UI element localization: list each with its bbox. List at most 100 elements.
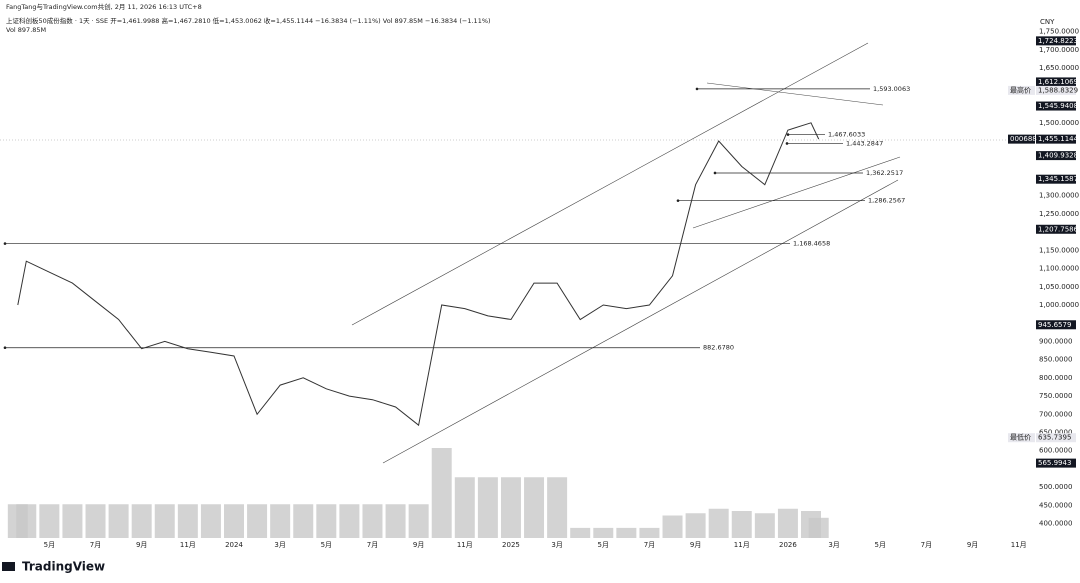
price-tag: 000688 <box>1010 135 1037 143</box>
volume-bar <box>500 477 521 538</box>
price-label-box <box>1036 320 1076 330</box>
x-tick-label: 3月 <box>551 541 562 549</box>
x-tick-label: 9月 <box>690 541 701 549</box>
volume-bar <box>685 513 706 538</box>
level-anchor <box>3 242 7 245</box>
price-tag: 最低价 <box>1010 433 1031 442</box>
y-tick-label: 1,700.0000 <box>1039 46 1079 54</box>
volume-bar <box>777 508 798 538</box>
y-tick-label: 1,300.0000 <box>1039 192 1079 200</box>
currency: CNY <box>1040 18 1055 26</box>
channel-upper <box>351 42 869 326</box>
y-tick-label: 1,050.0000 <box>1039 283 1079 291</box>
x-tick-label: 9月 <box>967 541 978 549</box>
volume-bar <box>616 527 637 538</box>
level-anchor <box>3 346 7 350</box>
y-tick-label: 400.0000 <box>1039 520 1072 528</box>
volume-bar <box>339 504 360 538</box>
symbol-line: 上证科创板50成份指数 · 1天 · SSE 开=1,461.9988 高=1,… <box>6 16 491 25</box>
y-tick-label: 700.0000 <box>1039 410 1072 418</box>
volume-bar <box>108 504 129 538</box>
x-tick-label: 11月 <box>1011 541 1027 549</box>
y-tick-label: 750.0000 <box>1039 392 1072 400</box>
price-label-box <box>1036 36 1076 46</box>
volume-bar <box>154 504 175 538</box>
volume-bar <box>708 508 729 538</box>
volume-bar <box>270 504 291 538</box>
price-tag-box <box>1008 134 1035 144</box>
volume-bar <box>808 517 829 538</box>
x-tick-label: 2026 <box>779 541 797 549</box>
y-tick-label: 1,250.0000 <box>1039 210 1079 218</box>
level-anchor <box>785 142 789 145</box>
x-tick-label: 5月 <box>598 541 609 549</box>
volume-bar <box>39 504 60 538</box>
level-label: 1,593.0063 <box>873 85 910 93</box>
volume-bar <box>85 504 106 538</box>
volume-bar <box>593 527 614 538</box>
price-label: 565.9943 <box>1038 459 1071 467</box>
price-label: 635.7395 <box>1038 434 1071 442</box>
volume-bar <box>224 504 244 538</box>
volume-bar <box>16 504 37 538</box>
price-label: 1,588.8329 <box>1038 86 1078 94</box>
x-tick-label: 5月 <box>321 541 332 549</box>
price-label: 1,612.1069 <box>1038 78 1078 86</box>
channel-lower <box>382 179 899 464</box>
vol-line: Vol 897.85M <box>6 26 46 34</box>
price-line <box>17 122 820 427</box>
volume-bar <box>385 504 406 538</box>
x-tick-label: 11月 <box>734 541 750 549</box>
level-label: 1,168.4658 <box>793 240 830 248</box>
level-anchor <box>695 87 699 91</box>
y-tick-label: 1,100.0000 <box>1039 265 1079 273</box>
level-label: 1,443.2847 <box>846 139 883 147</box>
x-tick-label: 3月 <box>828 541 839 549</box>
price-label: 1,455.1144 <box>1038 135 1079 143</box>
price-label-box <box>1036 77 1076 87</box>
volume-bar <box>431 448 452 538</box>
level-label: 1,467.6033 <box>828 131 865 139</box>
x-tick-label: 9月 <box>136 541 147 549</box>
brand: TradingView <box>22 560 105 574</box>
price-label-box <box>1036 433 1076 443</box>
x-tick-label: 9月 <box>413 541 424 549</box>
volume-bar <box>477 477 498 538</box>
wedge-upper <box>706 82 884 106</box>
volume-bar <box>454 477 475 538</box>
price-label: 1,207.7586 <box>1038 225 1079 233</box>
volume-bar <box>200 504 221 538</box>
level-label: 1,286.2567 <box>868 197 905 205</box>
price-label-box <box>1036 458 1076 468</box>
volume-bar <box>316 504 337 538</box>
volume-bar <box>754 513 775 538</box>
price-label: 945.6579 <box>1038 321 1071 329</box>
wedge-lower <box>692 156 901 229</box>
y-tick-label: 900.0000 <box>1039 337 1072 345</box>
y-tick-label: 1,750.0000 <box>1039 28 1079 36</box>
volume-bar <box>177 504 198 538</box>
x-tick-label: 11月 <box>180 541 196 549</box>
volume-bar <box>639 527 660 538</box>
volume-bar <box>293 504 314 538</box>
price-tag-box <box>1008 85 1035 95</box>
y-tick-label: 800.0000 <box>1039 374 1072 382</box>
x-tick-label: 7月 <box>367 541 378 549</box>
level-label: 1,362.2517 <box>866 169 903 177</box>
x-tick-label: 7月 <box>644 541 655 549</box>
volume-bar <box>408 504 429 538</box>
price-label-box <box>1036 174 1076 184</box>
x-tick-label: 5月 <box>875 541 886 549</box>
x-tick-label: 11月 <box>457 541 473 549</box>
drawings <box>0 42 1030 464</box>
level-label: 882.6780 <box>703 344 734 352</box>
price-label: 1,409.9328 <box>1038 152 1078 160</box>
volume-bar <box>362 504 383 538</box>
y-tick-label: 1,150.0000 <box>1039 246 1079 254</box>
y-tick-label: 450.0000 <box>1039 501 1072 509</box>
y-tick-label: 650.0000 <box>1039 429 1072 437</box>
volume-bar <box>547 477 568 538</box>
volume-bar <box>247 504 268 538</box>
price-label-box <box>1036 101 1076 111</box>
